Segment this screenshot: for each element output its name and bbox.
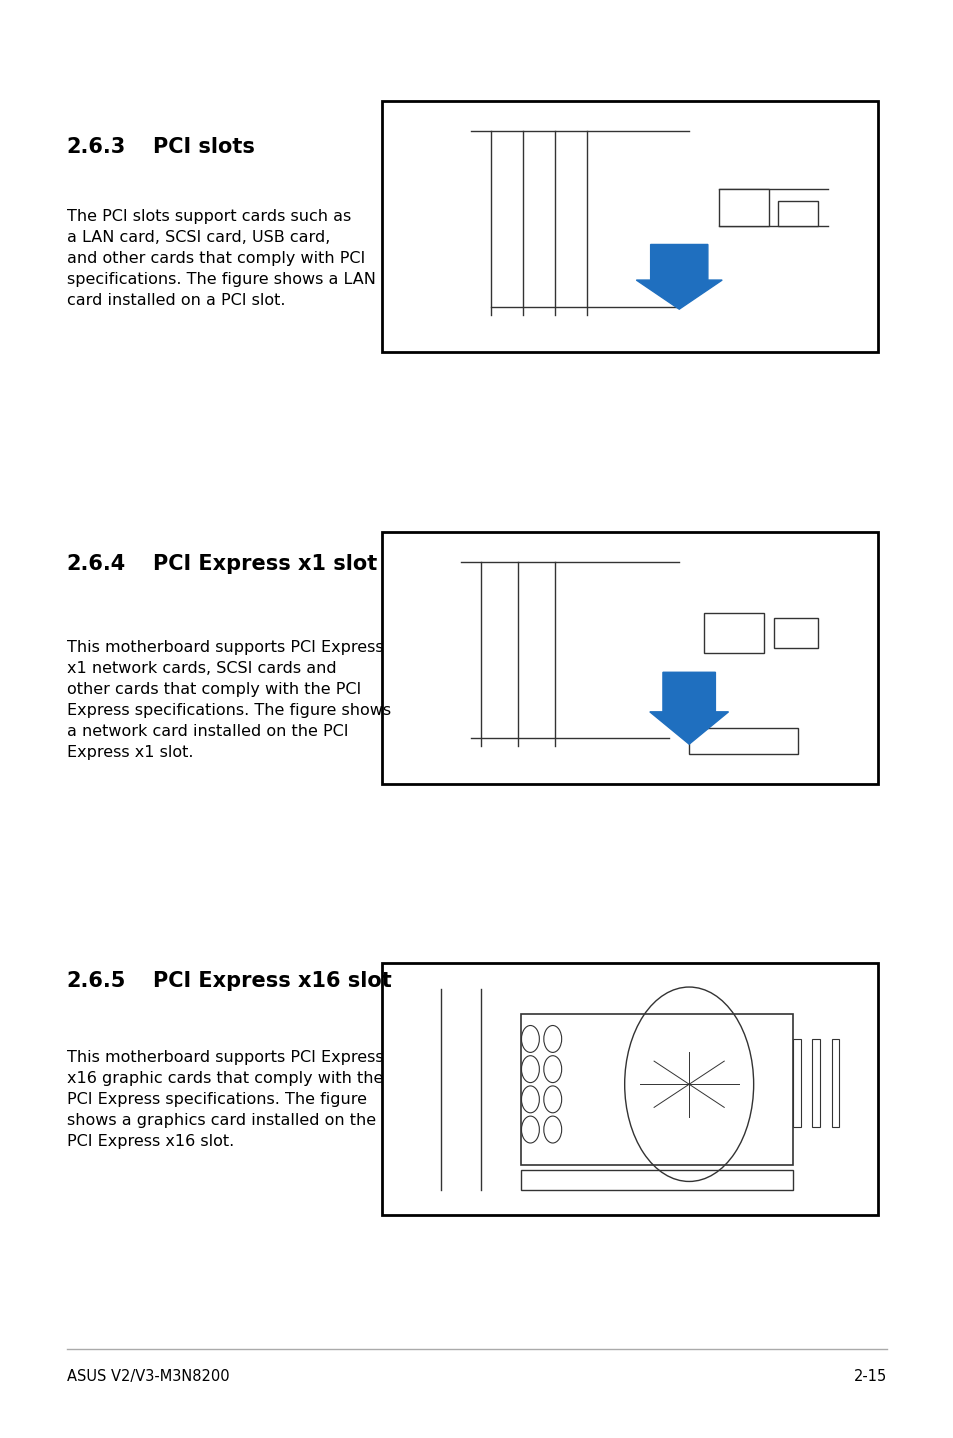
- Text: ASUS V2/V3-M3N8200: ASUS V2/V3-M3N8200: [67, 1369, 229, 1383]
- Bar: [381, 963, 877, 1215]
- Text: This motherboard supports PCI Express
x16 graphic cards that comply with the
PCI: This motherboard supports PCI Express x1…: [67, 1050, 383, 1149]
- FancyArrow shape: [636, 244, 721, 309]
- Bar: [520, 1171, 793, 1191]
- Text: 2.6.4: 2.6.4: [67, 554, 126, 574]
- Text: 2-15: 2-15: [853, 1369, 886, 1383]
- Bar: [773, 618, 818, 647]
- Text: 2.6.5: 2.6.5: [67, 971, 126, 991]
- Bar: [381, 101, 877, 352]
- Bar: [793, 1038, 800, 1127]
- Bar: [831, 1038, 838, 1127]
- Text: This motherboard supports PCI Express
x1 network cards, SCSI cards and
other car: This motherboard supports PCI Express x1…: [67, 640, 391, 759]
- Bar: [703, 613, 762, 653]
- Text: PCI slots: PCI slots: [152, 137, 254, 157]
- Bar: [719, 188, 768, 226]
- Bar: [812, 1038, 819, 1127]
- Text: 2.6.3: 2.6.3: [67, 137, 126, 157]
- Bar: [688, 728, 798, 754]
- Bar: [381, 532, 877, 784]
- Text: The PCI slots support cards such as
a LAN card, SCSI card, USB card,
and other c: The PCI slots support cards such as a LA…: [67, 209, 375, 308]
- Bar: [520, 1014, 793, 1165]
- Text: PCI Express x1 slot: PCI Express x1 slot: [152, 554, 376, 574]
- Text: PCI Express x16 slot: PCI Express x16 slot: [152, 971, 391, 991]
- Bar: [778, 201, 818, 226]
- FancyArrow shape: [649, 672, 728, 743]
